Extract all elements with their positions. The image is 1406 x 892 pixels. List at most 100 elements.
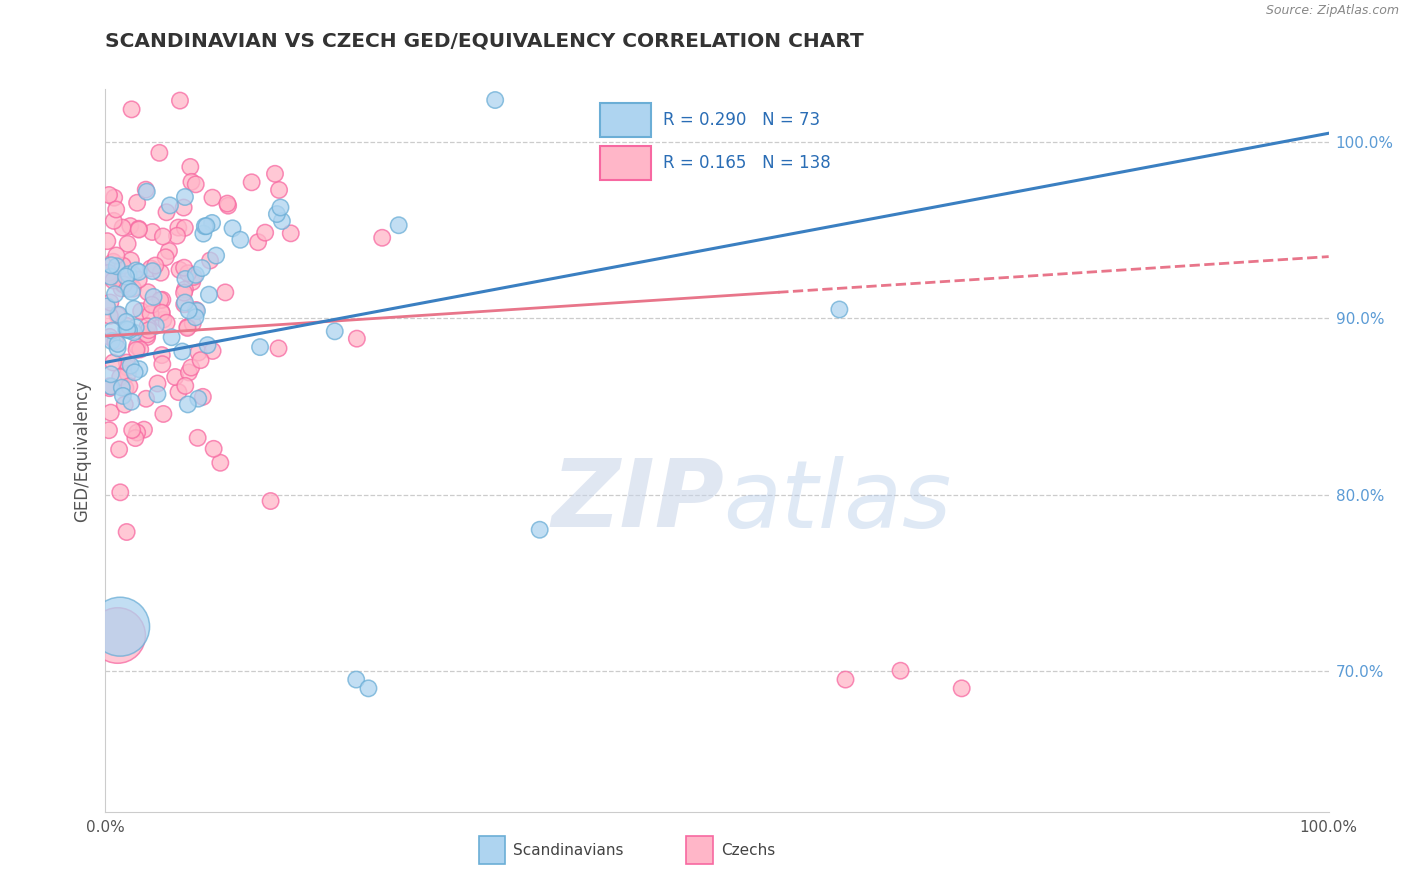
Point <box>217 196 239 211</box>
Point <box>201 216 224 230</box>
Point <box>160 330 183 344</box>
Point <box>139 261 162 276</box>
Point <box>111 259 134 273</box>
Point <box>150 293 173 307</box>
Point <box>98 295 121 310</box>
Point <box>129 304 152 318</box>
Point <box>159 198 181 212</box>
Point <box>174 282 197 296</box>
Point <box>173 260 195 275</box>
Point <box>103 214 125 228</box>
Point <box>115 315 138 329</box>
Point <box>149 266 172 280</box>
Point <box>176 321 198 335</box>
Point <box>100 258 122 272</box>
Point <box>173 220 195 235</box>
Point <box>118 282 141 296</box>
Point <box>890 664 912 678</box>
Point <box>100 368 122 382</box>
Point <box>174 295 197 310</box>
Point <box>152 407 174 421</box>
Point <box>110 281 132 295</box>
Point <box>107 628 129 642</box>
Point <box>187 392 209 406</box>
Text: SCANDINAVIAN VS CZECH GED/EQUIVALENCY CORRELATION CHART: SCANDINAVIAN VS CZECH GED/EQUIVALENCY CO… <box>105 31 865 50</box>
Point <box>115 269 138 284</box>
Point <box>240 175 263 189</box>
Point <box>177 397 200 411</box>
Point <box>118 323 141 337</box>
Point <box>103 191 125 205</box>
Point <box>269 201 291 215</box>
Point <box>152 229 174 244</box>
Point <box>181 275 204 289</box>
Point <box>107 308 129 322</box>
Point <box>125 320 148 334</box>
Point <box>117 322 139 336</box>
Point <box>177 366 200 380</box>
Point <box>101 355 124 369</box>
Point <box>127 425 149 440</box>
Point <box>280 227 302 241</box>
Point <box>108 620 131 634</box>
Point <box>529 523 551 537</box>
Point <box>128 265 150 279</box>
Point <box>141 264 163 278</box>
Point <box>100 379 122 393</box>
Point <box>193 227 215 241</box>
Point <box>103 273 125 287</box>
Point <box>267 183 290 197</box>
Point <box>141 225 163 239</box>
Point <box>127 195 149 210</box>
Point <box>114 398 136 412</box>
Text: Scandinavians: Scandinavians <box>513 843 623 857</box>
Point <box>150 348 173 362</box>
Point <box>152 312 174 326</box>
Point <box>98 379 121 393</box>
Point <box>259 494 281 508</box>
Point <box>125 343 148 357</box>
Point <box>197 338 219 352</box>
Point <box>96 300 118 314</box>
Point <box>105 202 128 217</box>
Point <box>174 272 197 286</box>
Point <box>195 219 218 234</box>
Point <box>103 254 125 268</box>
Point <box>950 681 973 696</box>
Point <box>143 259 166 273</box>
Point <box>120 253 142 268</box>
Point <box>177 303 200 318</box>
Point <box>136 327 159 342</box>
Point <box>129 343 152 357</box>
Point <box>247 235 270 249</box>
Point <box>117 273 139 287</box>
Point <box>194 219 217 234</box>
Point <box>267 342 290 356</box>
Point <box>122 268 145 282</box>
Point <box>122 282 145 296</box>
Point <box>114 381 136 395</box>
Point <box>115 322 138 336</box>
Point <box>115 318 138 333</box>
Point <box>249 340 271 354</box>
Point <box>100 406 122 420</box>
Point <box>184 268 207 282</box>
Point <box>108 442 131 457</box>
Point <box>198 253 221 268</box>
Point <box>136 285 159 300</box>
Point <box>107 337 129 351</box>
Point <box>125 263 148 277</box>
Point <box>169 94 191 108</box>
Point <box>120 359 142 373</box>
Point <box>120 219 142 233</box>
Point <box>221 221 243 235</box>
Text: atlas: atlas <box>723 456 952 547</box>
Point <box>128 222 150 236</box>
Point <box>214 285 236 300</box>
Point <box>135 392 157 406</box>
Point <box>323 324 346 338</box>
Point <box>187 345 209 359</box>
Point <box>135 185 157 199</box>
Y-axis label: GED/Equivalency: GED/Equivalency <box>73 379 91 522</box>
Point <box>169 262 191 277</box>
